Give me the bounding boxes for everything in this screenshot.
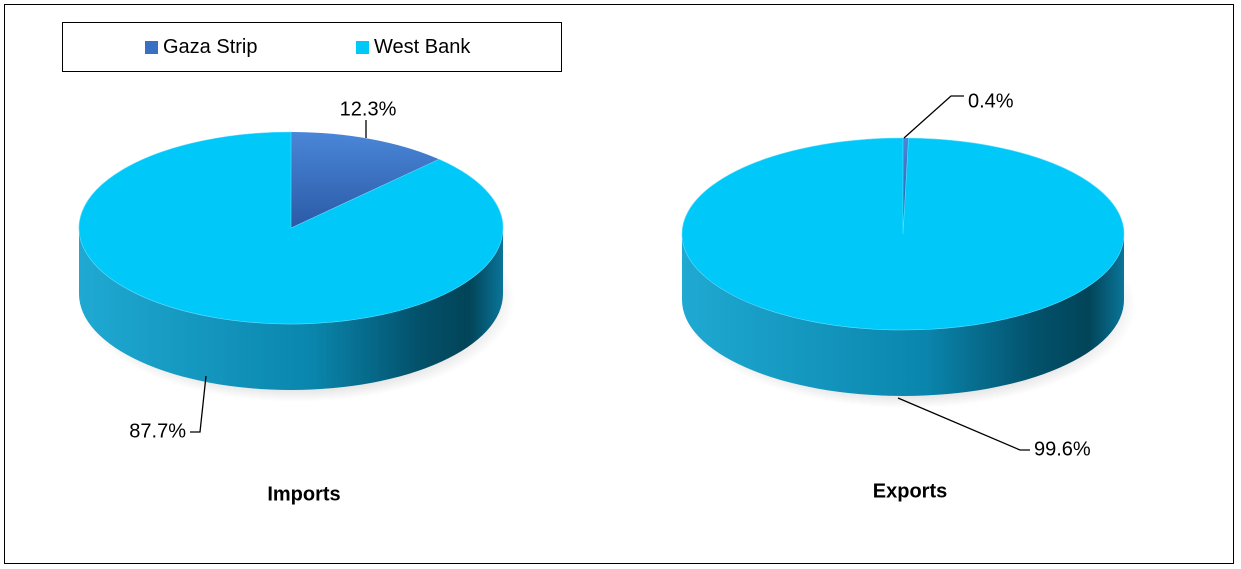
chart-title: Imports bbox=[267, 483, 340, 505]
pie-side bbox=[682, 234, 1124, 396]
legend: Gaza Strip West Bank bbox=[62, 22, 562, 72]
data-label: 12.3% bbox=[340, 98, 397, 120]
legend-item-west-bank: West Bank bbox=[356, 36, 470, 59]
leader-line bbox=[897, 397, 1030, 451]
leader-line bbox=[903, 95, 964, 139]
chart-title: Exports bbox=[873, 480, 947, 502]
data-label: 99.6% bbox=[1034, 438, 1091, 460]
pie-imports: 12.3% 87.7% Imports bbox=[78, 98, 515, 505]
data-label: 87.7% bbox=[129, 420, 186, 442]
pie-side bbox=[79, 228, 503, 390]
slice-west-bank bbox=[78, 131, 504, 325]
legend-label-gaza-strip: Gaza Strip bbox=[163, 36, 258, 58]
pie-exports: 0.4% 99.6% Exports bbox=[681, 90, 1136, 502]
slice-gaza-strip bbox=[291, 132, 440, 228]
data-label: 0.4% bbox=[968, 90, 1014, 112]
legend-swatch-gaza-strip bbox=[145, 41, 158, 54]
legend-swatch-west-bank bbox=[356, 41, 369, 54]
leader-line bbox=[190, 375, 207, 433]
slice-west-bank bbox=[681, 137, 1125, 331]
legend-label-west-bank: West Bank bbox=[374, 36, 471, 58]
legend-item-gaza-strip: Gaza Strip bbox=[145, 36, 257, 59]
